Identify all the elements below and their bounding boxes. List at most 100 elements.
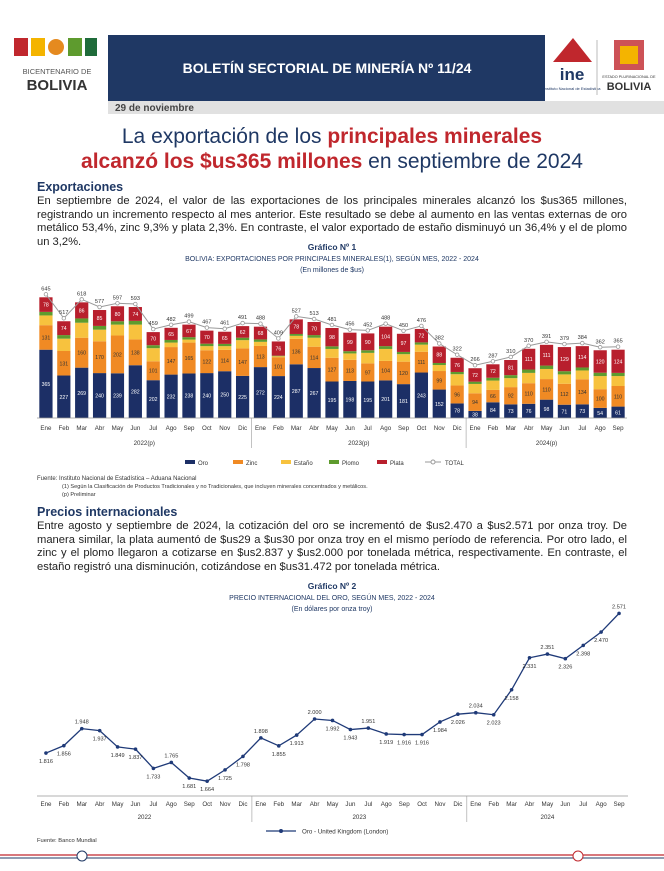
x-tick-label: Ene <box>470 425 482 432</box>
bar-segment <box>325 348 339 358</box>
chart-title: PRECIO INTERNACIONAL DEL ORO, SEGÚN MES,… <box>229 593 435 602</box>
bar-segment <box>379 326 393 347</box>
date: 29 de noviembre <box>115 103 194 114</box>
bar-segment <box>307 346 321 369</box>
data-label: 136 <box>292 350 301 356</box>
data-label: 111 <box>543 353 551 359</box>
price-marker <box>599 630 603 634</box>
price-marker <box>491 712 496 717</box>
year-label: 2023(p) <box>348 440 369 447</box>
data-label: 61 <box>615 410 621 416</box>
bar-segment <box>57 375 71 418</box>
bar-segment <box>539 365 554 369</box>
data-label: 70 <box>311 327 317 333</box>
bar-segment <box>235 348 250 376</box>
data-label: 1.855 <box>272 752 286 758</box>
bar-segment <box>289 364 303 418</box>
total-label: 459 <box>149 321 158 327</box>
bar-segment <box>75 318 89 323</box>
bar-segment <box>218 331 232 344</box>
bar-segment <box>361 350 375 353</box>
bar-segment <box>75 322 89 338</box>
price-marker <box>402 732 406 737</box>
data-label: 250 <box>220 393 229 399</box>
bar-segment <box>200 373 214 418</box>
x-tick-label: Abr <box>525 801 535 808</box>
bar-segment <box>611 376 625 386</box>
ine-sub: Instituto Nacional de Estadística <box>544 86 602 91</box>
data-label: 65 <box>222 336 228 342</box>
bar-segment <box>414 328 429 343</box>
total-marker <box>597 345 603 350</box>
data-label: 97 <box>365 370 371 376</box>
bar-segment <box>146 345 160 349</box>
x-tick-label: Jul <box>149 801 157 808</box>
data-label: 147 <box>238 360 247 366</box>
data-label: 104 <box>381 334 390 340</box>
x-tick-label: Nov <box>220 801 232 808</box>
data-label: 131 <box>59 361 68 367</box>
bar-segment <box>379 348 393 361</box>
data-label: 1.816 <box>39 759 53 765</box>
bar-segment <box>235 375 250 418</box>
data-label: 98 <box>329 335 335 341</box>
bar-segment <box>414 372 429 418</box>
data-label: 160 <box>77 351 86 357</box>
total-label: 456 <box>345 322 354 328</box>
bar-segment <box>468 368 482 382</box>
bar-segment <box>57 335 71 339</box>
data-label: 124 <box>614 359 623 365</box>
chart-label: Gráfico Nº 1 <box>308 242 357 252</box>
price-marker <box>79 726 84 731</box>
bar-segment <box>396 384 411 418</box>
total-label: 491 <box>238 315 247 321</box>
logo-block <box>14 38 28 56</box>
total-label: 488 <box>381 316 390 322</box>
x-tick-label: Sep <box>399 801 411 808</box>
x-tick-label: Oct <box>202 801 212 808</box>
x-tick-label: Nov <box>219 425 231 432</box>
bar-segment <box>575 379 589 405</box>
bar-segment <box>235 337 250 341</box>
bar-segment <box>468 393 482 411</box>
note: (1) Según la Clasificación de Productos … <box>62 484 368 490</box>
bar-segment <box>128 339 142 366</box>
price-marker <box>259 736 263 740</box>
bar-segment <box>539 368 554 380</box>
data-label: 1.992 <box>326 726 340 732</box>
bar-segment <box>235 326 250 338</box>
price-marker <box>438 720 442 724</box>
total-marker <box>526 343 531 348</box>
ine-logo: ine <box>560 65 585 84</box>
price-marker <box>563 656 568 661</box>
bar-segment <box>57 351 71 376</box>
data-label: 66 <box>490 394 496 400</box>
x-tick-label: Mar <box>291 425 302 432</box>
x-tick-label: Nov <box>434 801 446 808</box>
bar-segment <box>92 310 107 326</box>
bar-segment <box>557 383 572 405</box>
bar-segment <box>343 380 357 418</box>
data-label: 1.937 <box>93 737 107 743</box>
total-label: 499 <box>184 314 193 320</box>
legend-marker <box>279 829 283 833</box>
total-label: 287 <box>488 353 497 359</box>
bar-segment <box>450 403 464 418</box>
bar-segment <box>396 354 411 362</box>
data-label: 267 <box>310 391 319 397</box>
data-label: 100 <box>596 397 605 403</box>
data-label: 2.000 <box>308 710 322 716</box>
bar-segment <box>271 355 285 357</box>
data-label: 195 <box>328 398 337 404</box>
total-label: 482 <box>166 317 175 323</box>
bar-segment <box>593 372 607 377</box>
data-label: 78 <box>293 325 299 331</box>
paragraph: En septiembre de 2024, el valor de las e… <box>37 195 627 248</box>
total-label: 452 <box>363 322 372 328</box>
bar-segment <box>343 353 357 360</box>
data-label: 152 <box>435 402 444 408</box>
bar-segment <box>593 376 607 390</box>
data-label: 1.916 <box>397 741 411 747</box>
